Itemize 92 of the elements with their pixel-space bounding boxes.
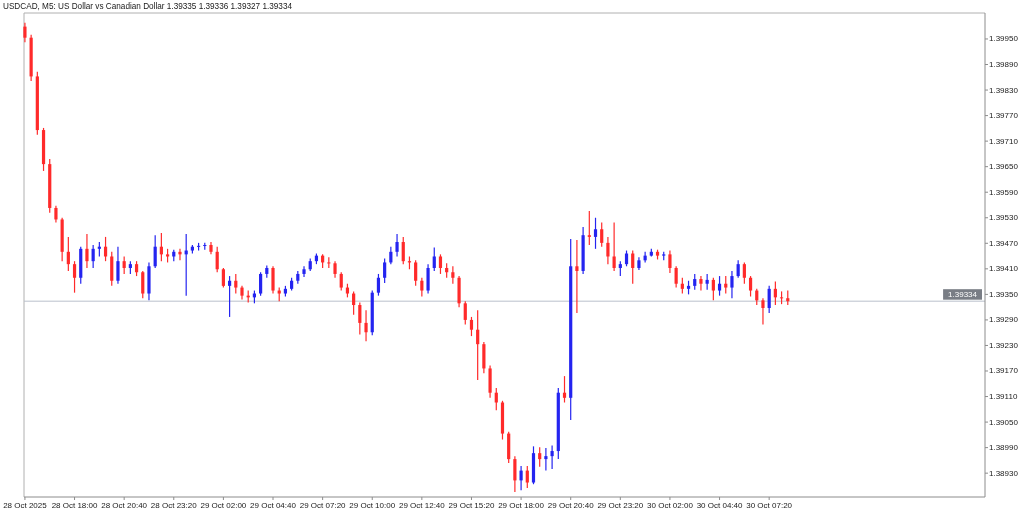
candlestick [668,249,672,274]
y-tick-label: 1.39830 [989,85,1019,95]
candlestick [606,236,610,265]
y-tick-label: 1.39590 [989,187,1019,197]
y-tick-label: 1.39710 [989,136,1019,146]
candlestick [414,259,418,287]
candlestick [259,271,263,297]
candlestick [401,236,405,265]
x-tick-label: 29 Oct 15:20 [448,500,495,510]
candlestick [438,253,443,275]
candlestick [525,465,529,489]
x-tick-label: 30 Oct 02:00 [647,500,694,510]
candlestick [383,258,387,284]
y-tick-label: 1.39950 [989,34,1019,44]
candlestick [538,446,542,468]
x-tick-label: 28 Oct 2025 [3,500,48,510]
y-tick-label: 1.39050 [989,417,1019,427]
x-tick-label: 29 Oct 12:40 [398,500,446,510]
x-tick-label: 30 Oct 04:40 [696,500,744,510]
candlestick [593,217,598,250]
candlestick [426,263,430,295]
x-tick-label: 29 Oct 20:40 [547,500,595,510]
chart-title: USDCAD, M5: US Dollar vs Canadian Dollar 1.39335 1.39336 1.39327 1.39334 [3,2,293,11]
y-tick-label: 1.39170 [989,366,1019,376]
ref-line-label: 1.39334 [948,290,978,300]
candlestick [612,221,616,272]
candlestick [519,465,523,491]
candlestick [432,246,436,272]
x-tick-label: 28 Oct 20:40 [101,500,148,510]
candlestick [376,273,381,297]
candlestick [358,301,362,335]
candlestick [234,273,238,295]
candlestick [469,316,474,337]
y-tick-label: 1.38990 [989,443,1019,453]
x-tick-label: 28 Oct 18:00 [51,500,98,510]
x-tick-label: 29 Oct 23:20 [597,500,644,510]
candlestick [72,260,77,294]
candlestick [451,265,455,285]
candlestick [767,285,771,314]
y-tick-label: 1.39650 [989,162,1019,172]
candlestick [587,210,591,246]
candlestick [395,233,399,258]
candlestick [228,275,232,318]
candlestick [364,309,368,342]
x-tick-label: 29 Oct 04:40 [250,500,297,510]
candlestick [748,275,753,298]
candlestick [23,22,27,43]
candlestick [463,300,467,326]
y-tick-label: 1.39470 [989,238,1019,248]
candlestick [674,265,678,289]
candlestick [562,375,567,404]
candlestick [221,267,225,289]
candlestick [631,249,635,285]
candlestick [730,270,734,299]
candlestick [116,246,120,285]
candlestick [178,248,182,261]
y-tick-label: 1.39530 [989,213,1019,223]
candlestick [85,233,89,269]
x-tick-label: 29 Oct 02:00 [200,500,247,510]
candlestick [513,455,517,493]
candlestick [420,277,424,298]
candlestick [91,244,95,269]
y-tick-label: 1.39230 [989,340,1019,350]
candlestick [600,221,604,248]
candlestick [153,234,157,269]
y-tick-label: 1.39350 [989,289,1019,299]
candlestick [141,270,145,299]
candlestick [717,275,722,297]
x-tick-label: 29 Oct 18:00 [498,500,545,510]
candlestick [544,447,548,472]
x-tick-label: 30 Oct 07:20 [746,500,793,510]
x-tick-label: 29 Oct 10:00 [349,500,396,510]
candlestick [550,444,554,470]
candlestick [271,265,275,295]
y-tick-label: 1.39770 [989,111,1019,121]
y-tick-label: 1.39110 [989,392,1018,402]
y-tick-label: 1.39290 [989,315,1019,325]
x-tick-label: 28 Oct 23:20 [150,500,198,510]
candlestick [711,277,715,301]
candlestick [339,271,343,292]
candlestick [742,261,746,285]
y-tick-label: 1.39890 [989,60,1019,70]
candlestick [699,275,703,292]
y-tick-label: 1.39410 [989,264,1019,274]
y-tick-label: 1.38930 [989,468,1019,478]
candlestick [476,309,480,381]
x-tick-label: 29 Oct 07:20 [299,500,347,510]
candlestick [215,246,219,273]
candlestick [575,239,579,314]
candlestick [66,236,70,272]
candlestick [761,297,765,326]
candlestick [302,265,306,278]
